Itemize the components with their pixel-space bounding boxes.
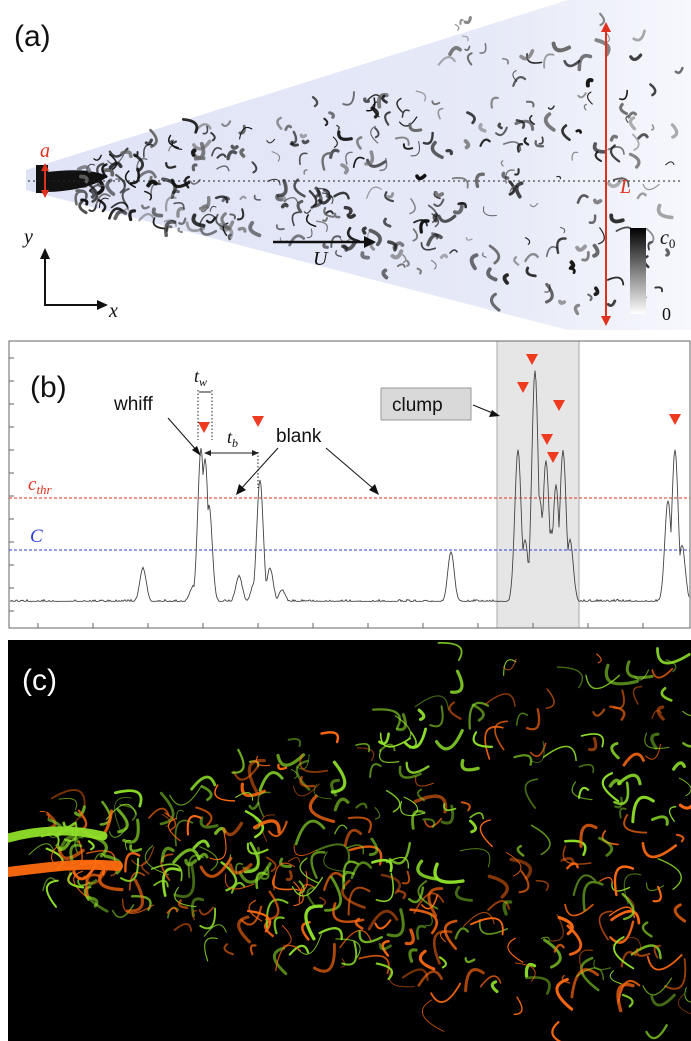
y-axis-arrowhead [40, 248, 50, 259]
whiff-pointer-head [192, 446, 201, 456]
clump-label: clump [392, 395, 443, 416]
colorbar-min-label: 0 [662, 304, 671, 324]
clump-region [496, 340, 580, 629]
panel-b-label: (b) [30, 371, 67, 404]
whiff-marker [547, 452, 559, 463]
whiff-marker [553, 400, 565, 411]
whiff-marker [198, 422, 210, 433]
symbol-U: U [313, 248, 329, 270]
green-jet [8, 826, 108, 843]
whiff-markers [198, 354, 681, 463]
colorbar-max-label: c0 [660, 227, 675, 251]
panel-a-canvas: a L U y x c0 0 (a) [14, 0, 691, 330]
symbol-a: a [40, 140, 50, 162]
whiff-marker [517, 382, 529, 393]
whiff-marker [669, 414, 681, 425]
dye-filaments [28, 641, 691, 1041]
plume-cone [26, 0, 691, 330]
cthr-label: cthr [28, 474, 53, 497]
x-axis-arrowhead [97, 300, 108, 310]
blank-pointer-head-2 [369, 484, 379, 495]
orange-jet [8, 859, 123, 877]
whiff-marker [526, 354, 538, 365]
panel-b-canvas: tw tb whiff blank clump cthr C (b) [8, 340, 691, 629]
blank-pointer-head-1 [236, 484, 246, 495]
colorbar [630, 228, 646, 314]
trace-ticks [9, 357, 644, 628]
panel-a-plume-snapshot: a L U y x c0 0 (a) [8, 0, 691, 330]
panel-c-fluorescence-image: (c) [8, 640, 691, 1041]
tb-label: tb [227, 427, 238, 450]
axis-x-label: x [108, 300, 118, 322]
tw-label: tw [194, 366, 207, 389]
C-label: C [30, 526, 43, 547]
clump-pointer-head [489, 410, 500, 417]
panel-b-concentration-trace: tw tb whiff blank clump cthr C (b) [8, 340, 691, 630]
concentration-trace [9, 370, 690, 603]
whiff-marker [252, 416, 264, 427]
trace-frame [8, 340, 691, 629]
whiff-marker [541, 434, 553, 445]
panel-c-canvas: (c) [8, 640, 691, 1041]
clump-label-box [380, 387, 472, 421]
panel-c-label: (c) [22, 664, 57, 697]
blank-label: blank [276, 426, 322, 447]
whiff-label: whiff [113, 394, 153, 415]
symbol-L: L [619, 176, 631, 198]
plume-filaments [46, 12, 684, 316]
axis-y-label: y [22, 226, 33, 248]
panel-a-label: (a) [14, 20, 51, 53]
